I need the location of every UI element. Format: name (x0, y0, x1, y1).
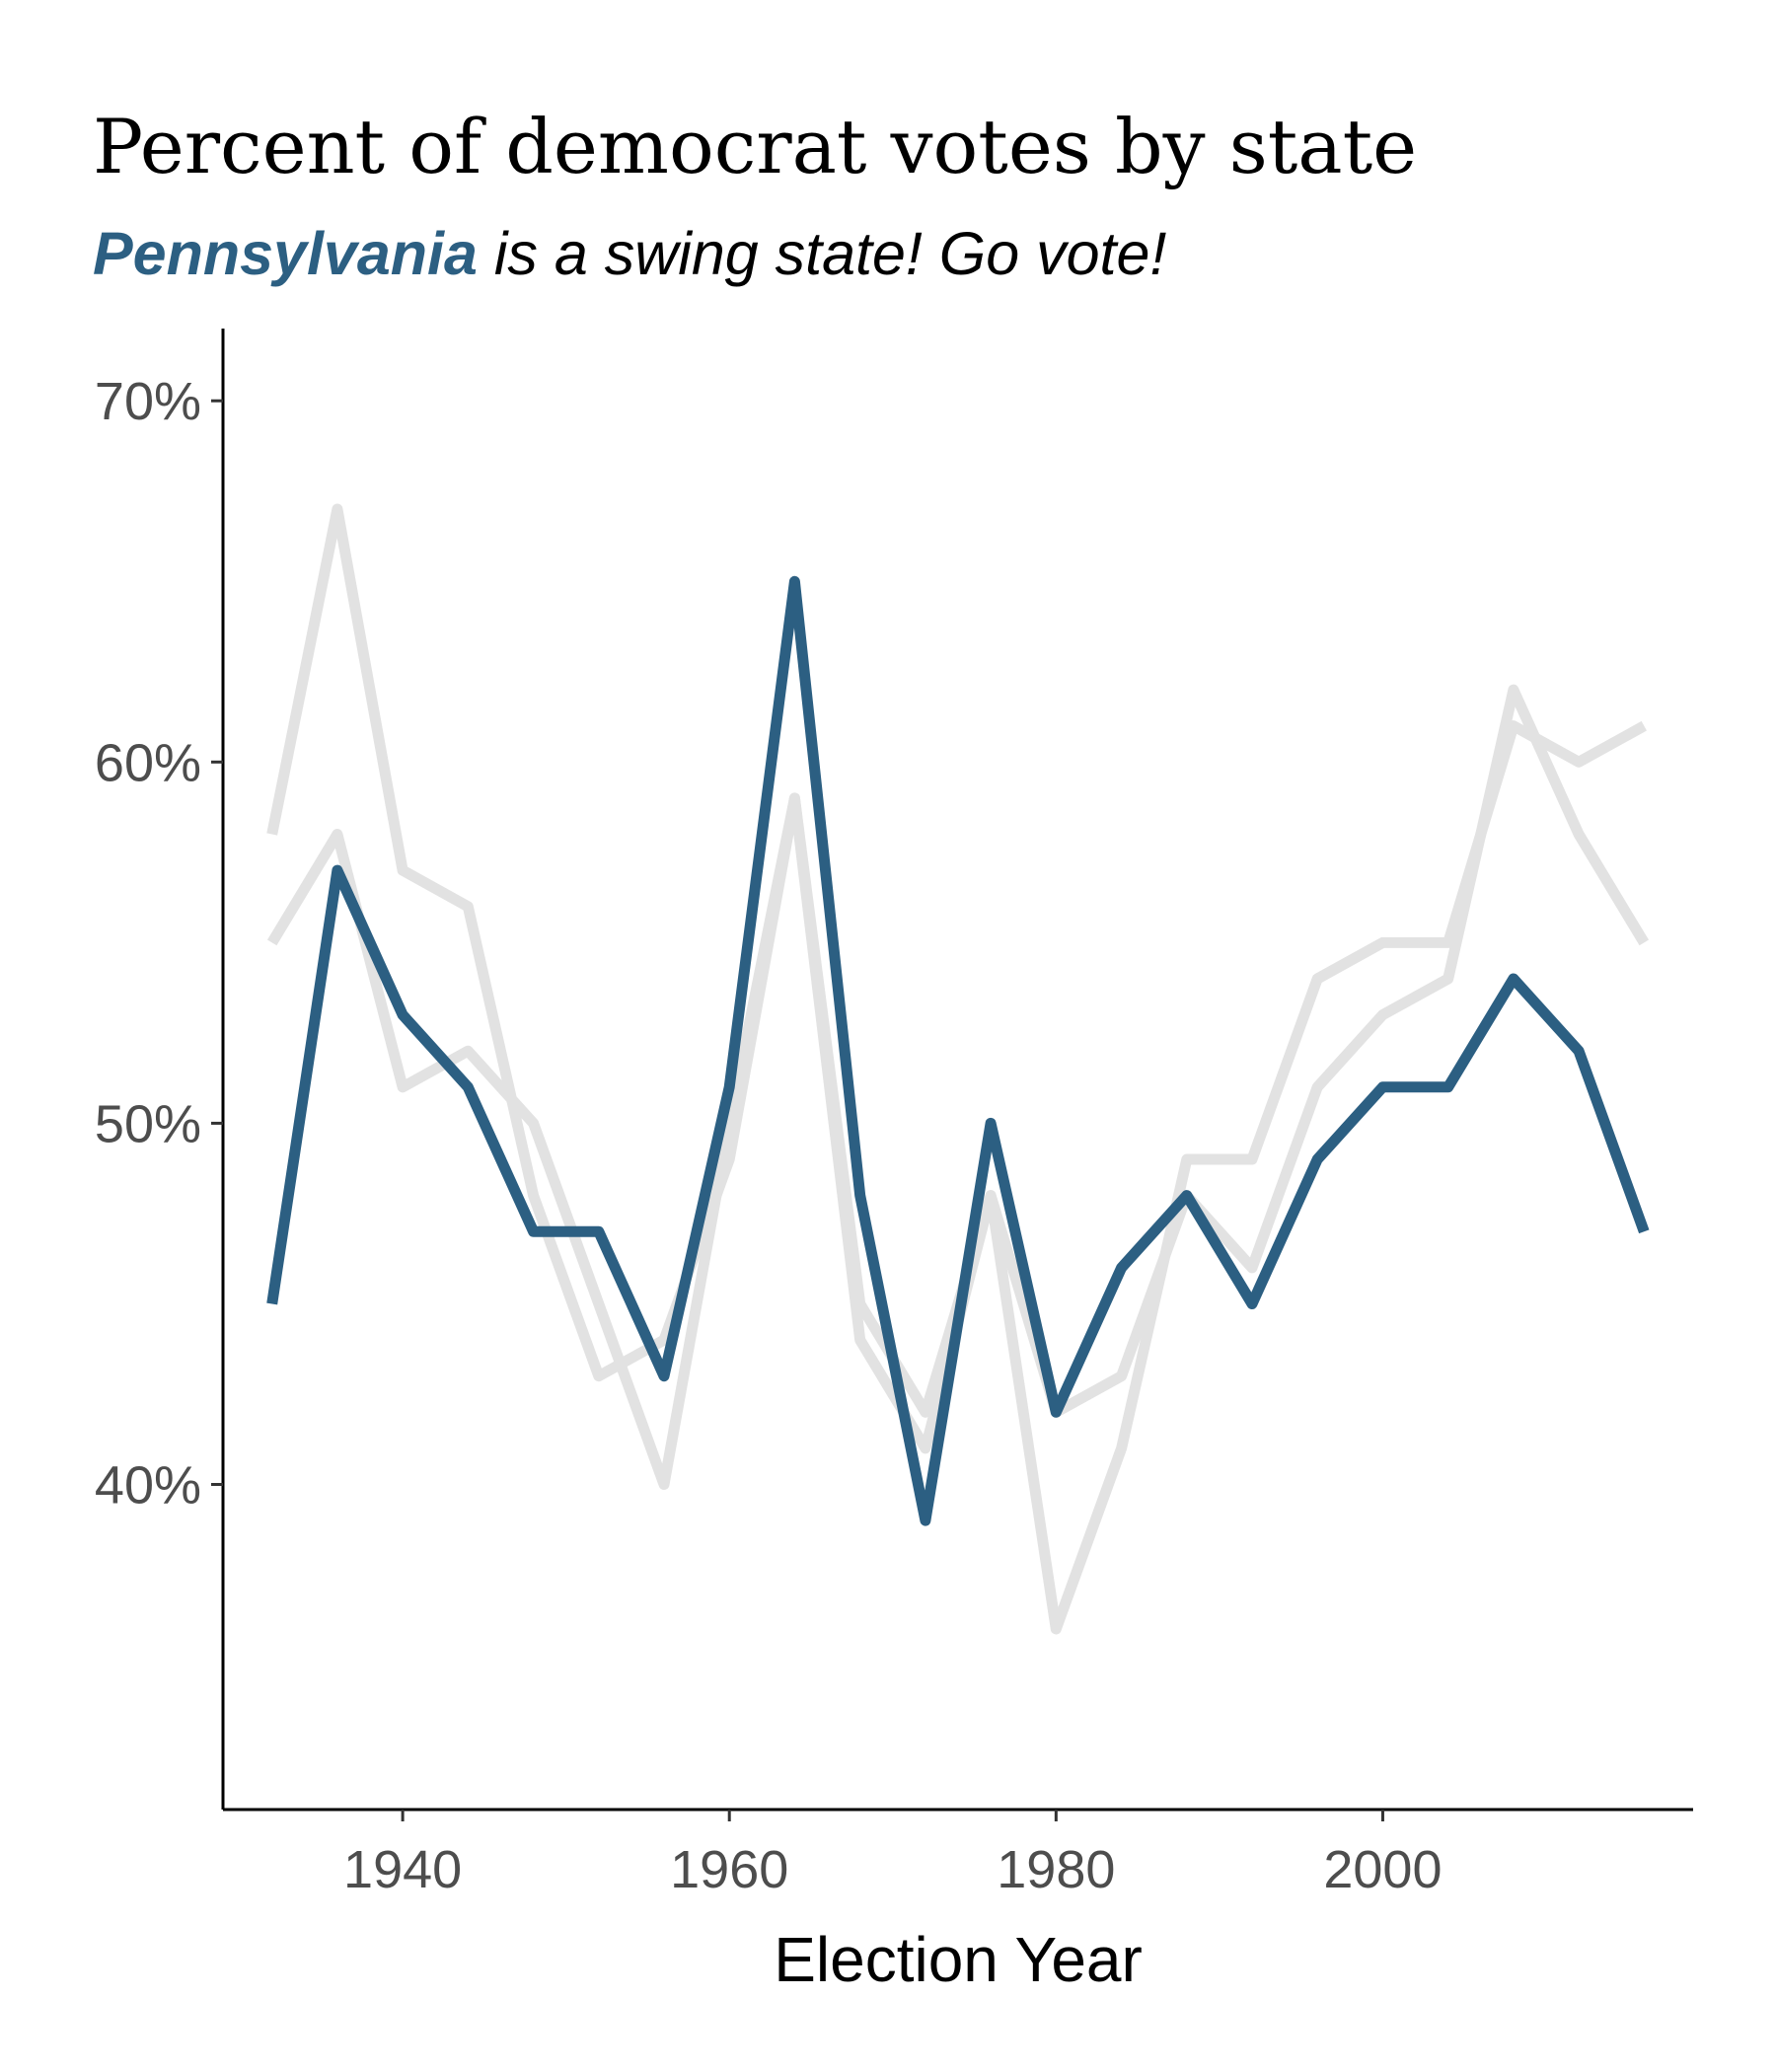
chart-subtitle: Pennsylvania is a swing state! Go vote! (93, 219, 1166, 288)
y-tick-label: 50% (95, 1094, 201, 1153)
chart-title: Percent of democrat votes by state (93, 103, 1418, 190)
series-layer (266, 503, 1650, 1635)
subtitle-text: is a swing state! Go vote! (477, 220, 1167, 287)
y-tick-label: 60% (95, 733, 201, 792)
series-line-pennsylvania (266, 575, 1650, 1526)
x-tick-label: 2000 (1323, 1840, 1442, 1899)
y-tick-label: 70% (95, 372, 201, 431)
axis-layer (221, 329, 1693, 1812)
x-tick-label: 1940 (343, 1840, 462, 1899)
y-tick-label: 40% (95, 1456, 201, 1516)
x-tick-label: 1960 (670, 1840, 788, 1899)
x-axis-title: Election Year (774, 1924, 1143, 1995)
tick-layer: 40% 50% 60% 70% 1940 1960 1980 2000 (95, 372, 1443, 1899)
subtitle-highlight-state: Pennsylvania (93, 220, 478, 287)
x-tick-label: 1980 (997, 1840, 1115, 1899)
